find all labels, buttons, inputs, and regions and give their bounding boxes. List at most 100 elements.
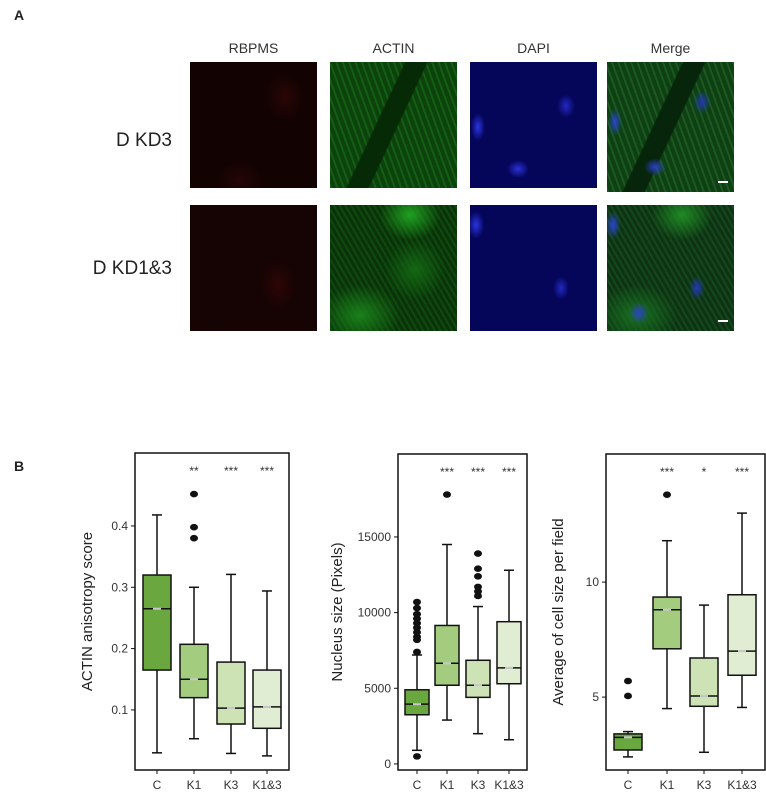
median-mark: [474, 684, 482, 687]
box-plot-1: 0.1 0.2 0.3 0.4 ACTIN anisotropy score C K1 ** K…: [79, 452, 290, 792]
x-tick-label: C: [624, 778, 633, 792]
column-header-dapi: DAPI: [517, 40, 550, 56]
box-K1&3: [496, 620, 522, 685]
outlier-point: [624, 677, 632, 685]
box-K1: [434, 624, 460, 686]
panel-a-letter: A: [14, 7, 25, 23]
y-tick-label: 0.1: [111, 703, 128, 717]
outlier-point: [663, 491, 671, 499]
y-tick-label: 10: [586, 575, 600, 589]
median-mark: [190, 678, 198, 681]
micrograph-kd13-rbpms: [190, 205, 317, 331]
y-tick-label: 15000: [358, 530, 392, 544]
y-tick-label: 0.3: [111, 580, 128, 594]
box-C: [613, 733, 643, 751]
x-tick-label: C: [153, 778, 162, 792]
significance-stars: ***: [471, 465, 485, 479]
median-mark: [413, 703, 421, 706]
median-mark: [227, 707, 235, 710]
y-axis-label: ACTIN anisotropy score: [79, 532, 96, 691]
x-tick-label: K1: [187, 778, 202, 792]
y-tick-label: 0: [384, 757, 391, 771]
significance-stars: **: [189, 464, 199, 478]
median-mark: [263, 705, 271, 708]
micrograph-kd3-rbpms: [190, 62, 317, 188]
outlier-point: [474, 572, 482, 580]
plot-frame: [134, 452, 290, 771]
x-tick-label: K1&3: [252, 778, 282, 792]
micrograph-kd3-actin: [330, 62, 457, 188]
x-tick-label: K1&3: [494, 778, 524, 792]
box-plot-3: 5 10 Average of cell size per field C K1 *** K…: [550, 453, 766, 792]
scale-bar: [718, 181, 728, 183]
median-mark: [624, 736, 632, 739]
micrograph-kd3-dapi: [470, 62, 597, 188]
median-mark: [505, 666, 513, 669]
y-axis-label: Nucleus size (Pixels): [329, 542, 346, 681]
y-tick-label: 5: [592, 690, 599, 704]
box-K3: [465, 659, 491, 699]
box-K3: [689, 657, 719, 708]
outlier-point: [474, 565, 482, 573]
outlier-point: [413, 628, 421, 636]
scale-bar: [718, 320, 728, 322]
y-tick-label: 0.2: [111, 642, 128, 656]
x-tick-label: K3: [697, 778, 712, 792]
box-C: [142, 574, 172, 671]
median-mark: [153, 607, 161, 610]
outlier-point: [474, 550, 482, 557]
significance-stars: *: [702, 465, 707, 479]
y-tick-label: 5000: [364, 681, 391, 695]
significance-stars: ***: [735, 465, 749, 479]
significance-stars: ***: [502, 465, 516, 479]
outlier-point: [413, 610, 421, 618]
outlier-point: [190, 534, 198, 542]
plot-frame: [605, 453, 766, 771]
outlier-point: [624, 692, 632, 700]
outlier-point: [474, 592, 482, 600]
micrograph-kd3-merge: [607, 62, 734, 192]
column-header-actin: ACTIN: [372, 40, 415, 56]
row-label-kd3: D KD3: [116, 130, 172, 151]
column-header-rbpms: RBPMS: [228, 40, 279, 56]
plot-frame: [397, 453, 528, 771]
outlier-point: [413, 753, 421, 760]
outlier-point: [190, 523, 198, 531]
x-tick-label: K3: [224, 778, 239, 792]
micrograph-kd13-actin: [330, 205, 457, 331]
column-header-merge: Merge: [650, 40, 691, 56]
x-tick-label: K1: [440, 778, 455, 792]
outlier-point: [190, 490, 198, 498]
y-axis-label: Average of cell size per field: [550, 518, 567, 705]
median-mark: [700, 694, 708, 697]
x-tick-label: K1: [660, 778, 675, 792]
y-tick-label: 0.4: [111, 519, 128, 533]
significance-stars: ***: [440, 465, 454, 479]
micrograph-kd13-dapi: [470, 205, 597, 331]
outlier-point: [443, 491, 451, 498]
median-mark: [443, 662, 451, 665]
outlier-point: [474, 588, 482, 595]
median-mark: [738, 650, 746, 653]
box-plot-2: 0 5000 10000 15000 Nucleus size (Pixels) C K1 *…: [329, 453, 528, 792]
row-label-kd1-3: D KD1&3: [92, 258, 172, 279]
outlier-point: [413, 619, 421, 627]
significance-stars: ***: [660, 465, 674, 479]
outlier-point: [413, 604, 421, 612]
box-K1&3: [727, 594, 757, 676]
significance-stars: ***: [260, 464, 274, 478]
outlier-point: [413, 615, 421, 622]
significance-stars: ***: [224, 464, 238, 478]
y-tick-label: 10000: [358, 606, 392, 620]
median-mark: [663, 608, 671, 611]
x-tick-label: K1&3: [727, 778, 757, 792]
micrograph-kd13-merge: [607, 205, 734, 331]
box-K3: [216, 661, 246, 725]
x-tick-label: K3: [471, 778, 486, 792]
outlier-point: [413, 624, 421, 632]
panel-b-letter: B: [14, 458, 25, 474]
box-K1&3: [252, 669, 282, 730]
x-tick-label: C: [413, 778, 422, 792]
outlier-point: [413, 648, 421, 656]
